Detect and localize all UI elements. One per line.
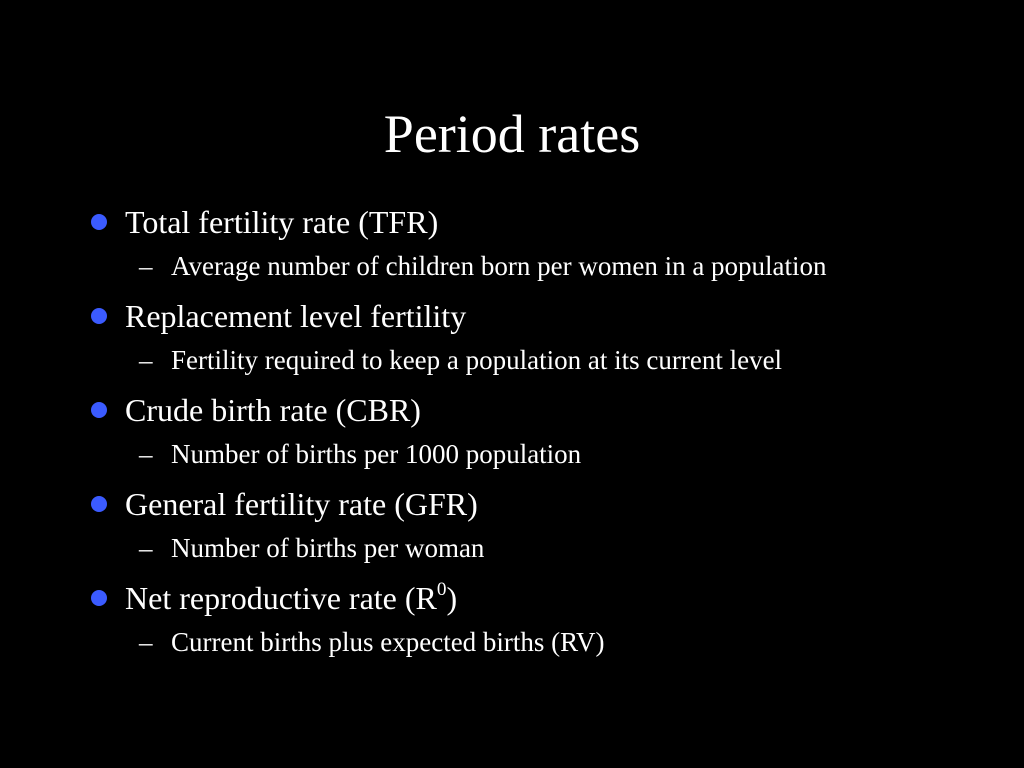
- sub-bullet-item: – Average number of children born per wo…: [88, 248, 871, 284]
- superscript: 0: [436, 579, 447, 601]
- dash-icon: –: [139, 251, 153, 281]
- bullet-text: Net reproductive rate (R: [125, 580, 437, 616]
- slide-title: Period rates: [383, 104, 641, 164]
- bullet-item: Net reproductive rate (R0): [88, 574, 908, 622]
- bullet-dot-icon: [91, 308, 107, 324]
- bullet-list: Total fertility rate (TFR) – Average num…: [88, 198, 908, 668]
- dash-icon: –: [139, 533, 153, 563]
- bullet-dot-icon: [91, 214, 107, 230]
- sub-bullet-item: – Fertility required to keep a populatio…: [88, 342, 871, 378]
- sub-bullet-text: Number of births per woman: [171, 533, 485, 563]
- sub-bullet-text: Average number of children born per wome…: [171, 251, 827, 281]
- sub-bullet-item: – Current births plus expected births (R…: [88, 624, 871, 660]
- bullet-text: Crude birth rate (CBR): [125, 392, 421, 428]
- bullet-text: Replacement level fertility: [125, 298, 467, 334]
- dash-icon: –: [139, 345, 153, 375]
- sub-bullet-text: Number of births per 1000 population: [171, 439, 582, 469]
- bullet-item: General fertility rate (GFR): [88, 480, 908, 528]
- bullet-item: Replacement level fertility: [88, 292, 908, 340]
- sub-bullet-text: Current births plus expected births (RV): [171, 627, 605, 657]
- sub-bullet-item: – Number of births per woman: [88, 530, 871, 566]
- dash-icon: –: [139, 439, 153, 469]
- sub-bullet-item: – Number of births per 1000 population: [88, 436, 871, 472]
- dash-icon: –: [139, 627, 153, 657]
- bullet-item: Total fertility rate (TFR): [88, 198, 908, 246]
- bullet-dot-icon: [91, 402, 107, 418]
- bullet-text-suffix: ): [446, 580, 458, 616]
- bullet-dot-icon: [91, 496, 107, 512]
- bullet-item: Crude birth rate (CBR): [88, 386, 908, 434]
- bullet-dot-icon: [91, 590, 107, 606]
- bullet-text: Total fertility rate (TFR): [125, 204, 439, 240]
- sub-bullet-text: Fertility required to keep a population …: [171, 345, 783, 375]
- bullet-text: General fertility rate (GFR): [125, 486, 478, 522]
